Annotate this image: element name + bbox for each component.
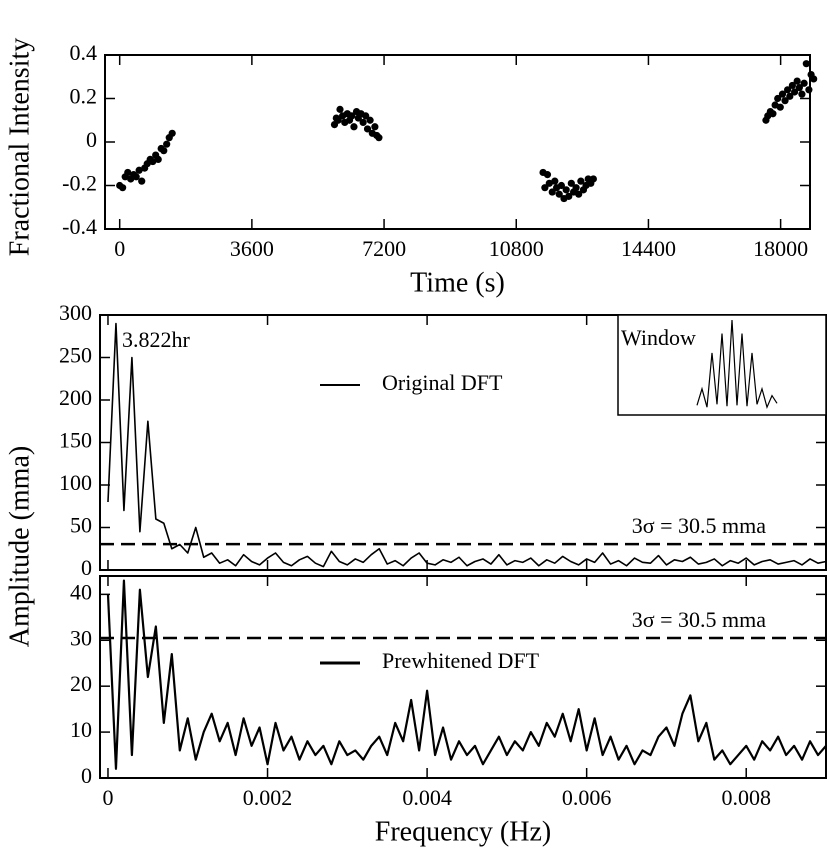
data-point: [548, 188, 556, 196]
x-tick-label: 3600: [230, 236, 274, 261]
dft-line: [106, 579, 827, 770]
data-point: [795, 84, 803, 92]
x-tick-label: 0.002: [243, 785, 293, 810]
y-tick-label: 200: [59, 385, 92, 410]
data-point: [350, 123, 358, 131]
y-tick-label: 50: [70, 513, 92, 538]
window-line: [696, 319, 778, 410]
data-point: [132, 173, 140, 181]
x-tick-label: 10800: [489, 236, 544, 261]
data-point: [793, 77, 801, 85]
data-point: [562, 186, 570, 194]
data-point: [565, 192, 573, 200]
data-point: [124, 168, 132, 177]
data-point: [778, 90, 787, 98]
data-point: [788, 81, 796, 90]
y-tick-label: -0.2: [62, 171, 97, 196]
data-point: [572, 184, 580, 192]
x-axis-label: Time (s): [410, 267, 505, 298]
data-point: [135, 166, 143, 174]
data-point: [163, 140, 171, 148]
data-point: [798, 90, 806, 98]
legend-label: Original DFT: [382, 370, 503, 395]
x-tick-label: 7200: [362, 236, 406, 261]
x-tick-label: 14400: [621, 236, 676, 261]
data-point: [541, 184, 549, 192]
y-tick-label: 10: [70, 717, 92, 742]
y-tick-label: 0.2: [70, 84, 98, 109]
data-point: [810, 75, 818, 83]
data-point: [557, 181, 566, 190]
data-point: [336, 105, 344, 113]
data-point: [805, 86, 813, 94]
plot-frame: [104, 54, 811, 230]
y-tick-label: 0: [81, 555, 92, 580]
data-point: [784, 86, 792, 94]
data-point: [334, 116, 342, 124]
data-point: [366, 116, 374, 124]
x-tick-label: 0.004: [402, 785, 452, 810]
data-point: [781, 97, 789, 105]
data-point: [769, 110, 777, 118]
y-tick-label: 150: [59, 428, 92, 453]
threshold-label: 3σ = 30.5 mma: [632, 513, 766, 538]
x-tick-label: 0.008: [721, 785, 771, 810]
data-point: [774, 94, 782, 103]
data-point: [119, 184, 127, 192]
data-point: [149, 157, 157, 166]
data-point: [160, 147, 168, 155]
dft-line: [107, 322, 827, 568]
data-point: [348, 112, 356, 120]
inset-title: Window: [621, 325, 696, 350]
y-tick-label: 250: [59, 343, 92, 368]
data-point: [138, 177, 146, 185]
y-tick-label: 40: [70, 579, 92, 604]
inset-frame: [617, 314, 827, 416]
y-tick-label: 0.4: [70, 40, 98, 65]
legend-label: Prewhitened DFT: [382, 648, 540, 673]
y-tick-label: 30: [70, 625, 92, 650]
data-point: [555, 190, 563, 198]
x-tick-label: 0: [102, 785, 113, 810]
data-point: [776, 103, 784, 111]
data-point: [800, 79, 808, 87]
data-point: [363, 125, 372, 133]
data-point: [168, 129, 176, 137]
y-tick-label: 100: [59, 470, 92, 495]
y-axis-label: Amplitude (mma): [4, 446, 35, 647]
data-point: [790, 88, 799, 96]
data-point: [567, 179, 575, 187]
data-point: [375, 134, 383, 142]
x-tick-label: 18000: [753, 236, 808, 261]
y-axis-label: Fractional Intensity: [4, 38, 35, 257]
data-point: [577, 177, 585, 185]
data-point: [371, 123, 379, 131]
data-point: [543, 171, 552, 179]
y-tick-label: 20: [70, 671, 92, 696]
data-point: [551, 177, 559, 185]
peak-annotation: 3.822hr: [122, 327, 191, 352]
data-point: [589, 175, 597, 183]
data-point: [786, 92, 794, 100]
data-point: [362, 112, 370, 120]
x-tick-label: 0: [114, 236, 125, 261]
data-point: [359, 118, 367, 127]
y-tick-label: 0: [86, 127, 97, 152]
y-tick-label: 0: [81, 763, 92, 788]
y-tick-label: -0.4: [62, 214, 97, 239]
data-point: [575, 190, 583, 198]
data-point: [154, 155, 162, 163]
x-tick-label: 0.006: [562, 785, 612, 810]
data-point: [545, 179, 553, 187]
y-tick-label: 300: [59, 300, 92, 325]
threshold-label: 3σ = 30.5 mma: [632, 607, 766, 632]
plot-frame: [99, 575, 827, 779]
x-axis-label: Frequency (Hz): [375, 816, 551, 847]
data-point: [802, 60, 810, 68]
